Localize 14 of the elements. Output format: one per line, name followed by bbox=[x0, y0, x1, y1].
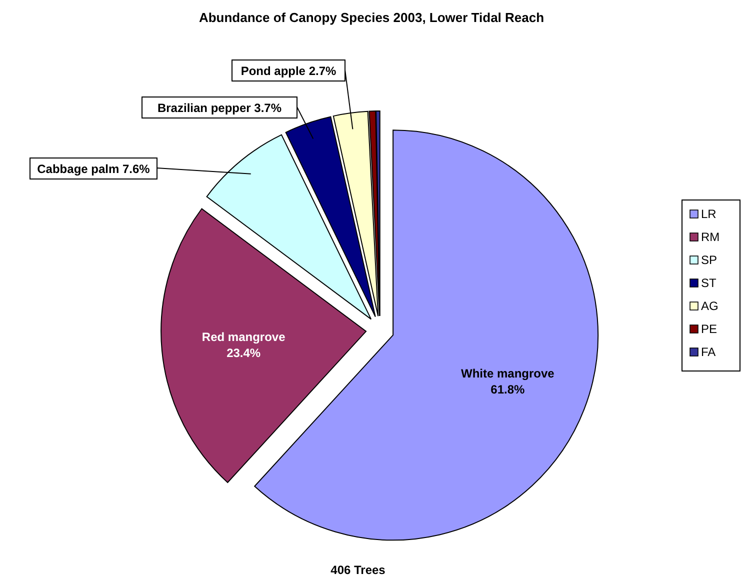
data-label: Brazilian pepper 3.7% bbox=[157, 101, 282, 115]
legend-label: FA bbox=[701, 345, 716, 359]
data-label: White mangrove 61.8% bbox=[461, 366, 555, 397]
legend-label: PE bbox=[701, 322, 718, 336]
data-label: Red mangrove 23.4% bbox=[202, 330, 286, 360]
legend-label: ST bbox=[701, 276, 718, 290]
legend-label: LR bbox=[701, 207, 717, 221]
data-label: Cabbage palm 7.6% bbox=[37, 162, 150, 176]
legend-label: AG bbox=[701, 299, 718, 313]
text: 406 Trees bbox=[330, 563, 386, 577]
legend-label: RM bbox=[701, 230, 720, 244]
data-label: Pond apple 2.7% bbox=[240, 64, 337, 78]
legend-label: SP bbox=[701, 253, 718, 267]
chart-title: Abundance of Canopy Species 2003, Lower Tidal Reach bbox=[198, 10, 544, 25]
